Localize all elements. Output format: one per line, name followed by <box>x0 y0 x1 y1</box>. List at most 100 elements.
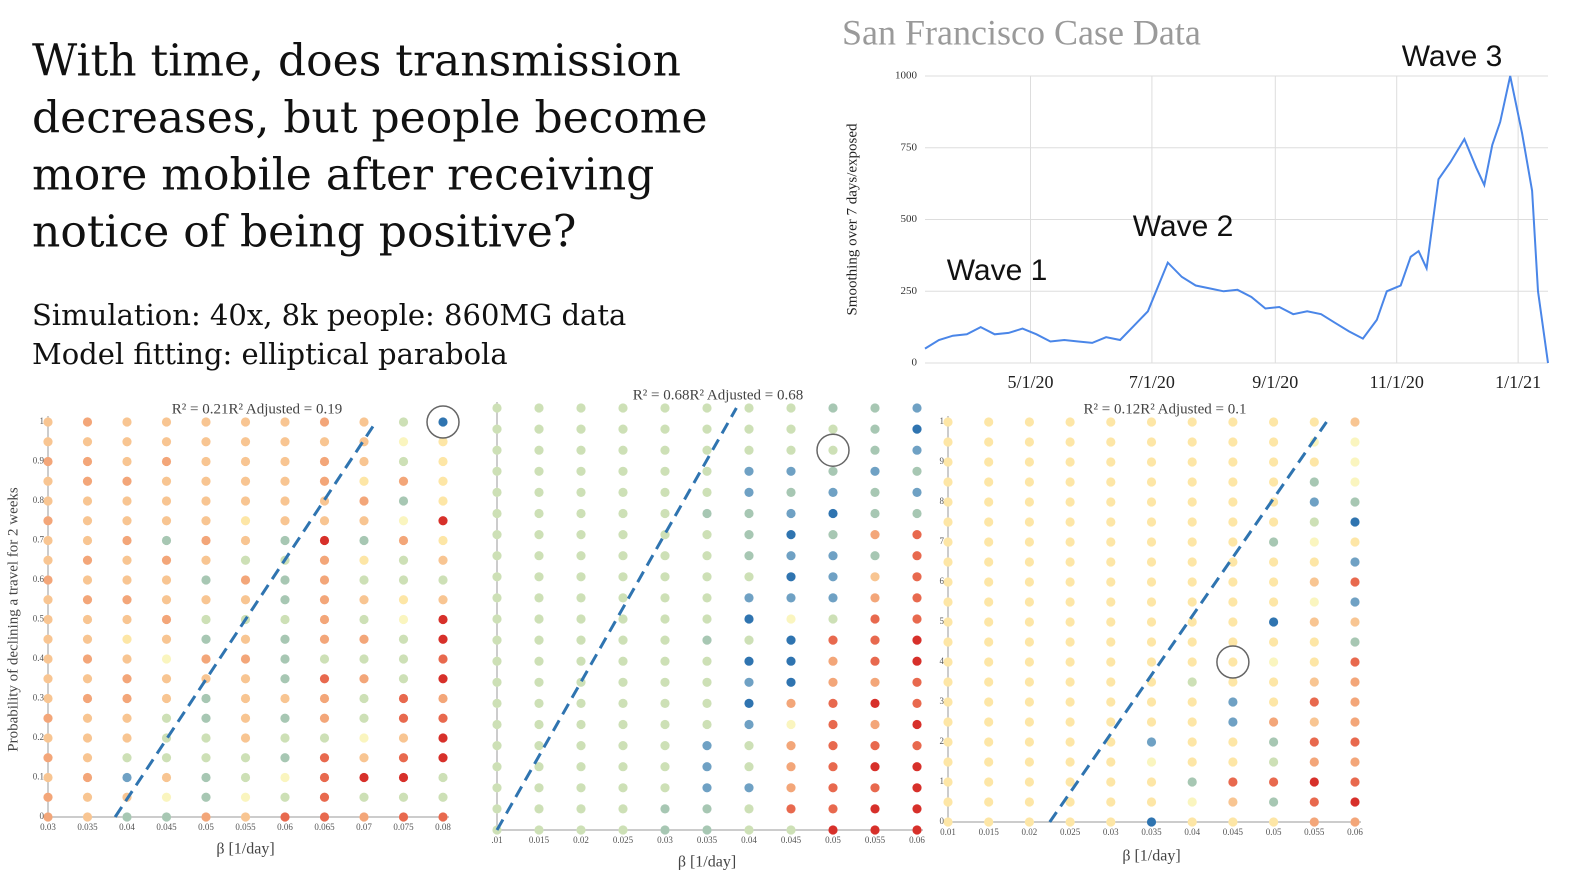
y-tick-label: 6 <box>940 576 945 586</box>
dot <box>1024 797 1034 807</box>
dot <box>828 487 838 497</box>
dot <box>1024 657 1034 667</box>
dot <box>618 783 628 793</box>
dot <box>828 445 838 455</box>
x-tick-label: .01 <box>491 835 502 845</box>
dot <box>1269 557 1279 567</box>
dot <box>912 593 922 603</box>
dot <box>1146 617 1157 627</box>
dot <box>280 496 290 506</box>
x-tick-label: 0.045 <box>156 822 177 832</box>
dot <box>744 804 754 814</box>
dot <box>319 733 330 743</box>
dot <box>870 403 880 413</box>
dot <box>1024 617 1034 627</box>
slide-note: Simulation: 40x, 8k people: 860MG data <box>32 298 626 332</box>
x-tick-label: 0.075 <box>393 822 414 832</box>
dot <box>660 825 670 835</box>
dot <box>576 445 586 455</box>
dot <box>1309 497 1319 507</box>
dot <box>240 812 251 822</box>
dot <box>43 812 53 822</box>
dot <box>1187 717 1197 727</box>
dot <box>398 456 409 467</box>
dot <box>1146 717 1157 727</box>
dot <box>943 617 953 627</box>
dot <box>1065 457 1075 467</box>
dot <box>240 437 251 447</box>
annotation: Wave 3 <box>1402 40 1503 73</box>
dot <box>438 812 448 822</box>
y-tick-label: 0.9 <box>33 456 45 466</box>
dot <box>576 783 586 793</box>
dot <box>359 654 369 664</box>
dot <box>1309 517 1319 527</box>
dot <box>1269 417 1279 427</box>
dot <box>660 466 670 476</box>
dot <box>786 445 796 455</box>
dot <box>618 719 628 730</box>
best-fit-marker <box>426 405 460 439</box>
x-tick-label: 0.03 <box>1103 827 1119 837</box>
dot <box>618 466 628 476</box>
dot <box>828 572 838 582</box>
dot <box>828 466 838 476</box>
dot <box>319 417 330 427</box>
dot <box>1106 437 1116 447</box>
y-tick-label: 0 <box>912 357 918 369</box>
dot <box>1146 737 1157 747</box>
dot <box>660 593 670 603</box>
dot <box>1187 437 1197 447</box>
dot <box>870 656 880 666</box>
dot <box>319 693 330 704</box>
x-tick-label: 0.04 <box>741 835 757 845</box>
dot <box>702 572 712 582</box>
dot <box>618 508 628 519</box>
dot <box>280 417 290 427</box>
dot <box>122 535 132 546</box>
dot <box>398 753 409 763</box>
dot <box>280 456 290 467</box>
dot <box>786 593 796 603</box>
dot <box>660 403 670 413</box>
dot <box>576 530 586 540</box>
dot <box>1187 457 1197 467</box>
dot <box>1228 517 1238 527</box>
dot <box>161 654 172 664</box>
dot <box>43 417 53 427</box>
dot <box>1146 777 1157 787</box>
y-tick-label: 0 <box>940 816 945 826</box>
dot <box>702 783 712 793</box>
dot <box>943 737 953 747</box>
dot <box>1309 537 1319 547</box>
dot <box>943 597 953 607</box>
dot <box>280 753 290 763</box>
dot <box>744 487 754 497</box>
dot <box>240 535 251 546</box>
dot <box>984 497 994 507</box>
x-tick-label: 0.01 <box>940 827 956 837</box>
dot <box>82 535 93 546</box>
dot <box>828 804 838 814</box>
dot <box>1350 477 1360 487</box>
dot <box>319 792 330 802</box>
dot <box>828 741 838 751</box>
dot <box>1065 677 1075 687</box>
dot <box>984 597 994 607</box>
x-tick-label: 0.05 <box>198 822 214 832</box>
y-tick-label: 0.5 <box>33 614 45 624</box>
y-tick-label: 0.4 <box>33 653 45 663</box>
dot <box>1065 817 1075 827</box>
dot <box>576 508 586 519</box>
dot <box>943 557 953 567</box>
dot <box>1146 417 1157 427</box>
dot <box>1309 797 1319 807</box>
dot <box>82 693 93 704</box>
dot <box>943 677 953 687</box>
dot <box>1187 757 1197 767</box>
dot <box>744 656 754 666</box>
dot <box>1350 597 1360 607</box>
dot <box>122 812 132 822</box>
dot <box>1350 657 1360 667</box>
dot <box>870 741 880 751</box>
